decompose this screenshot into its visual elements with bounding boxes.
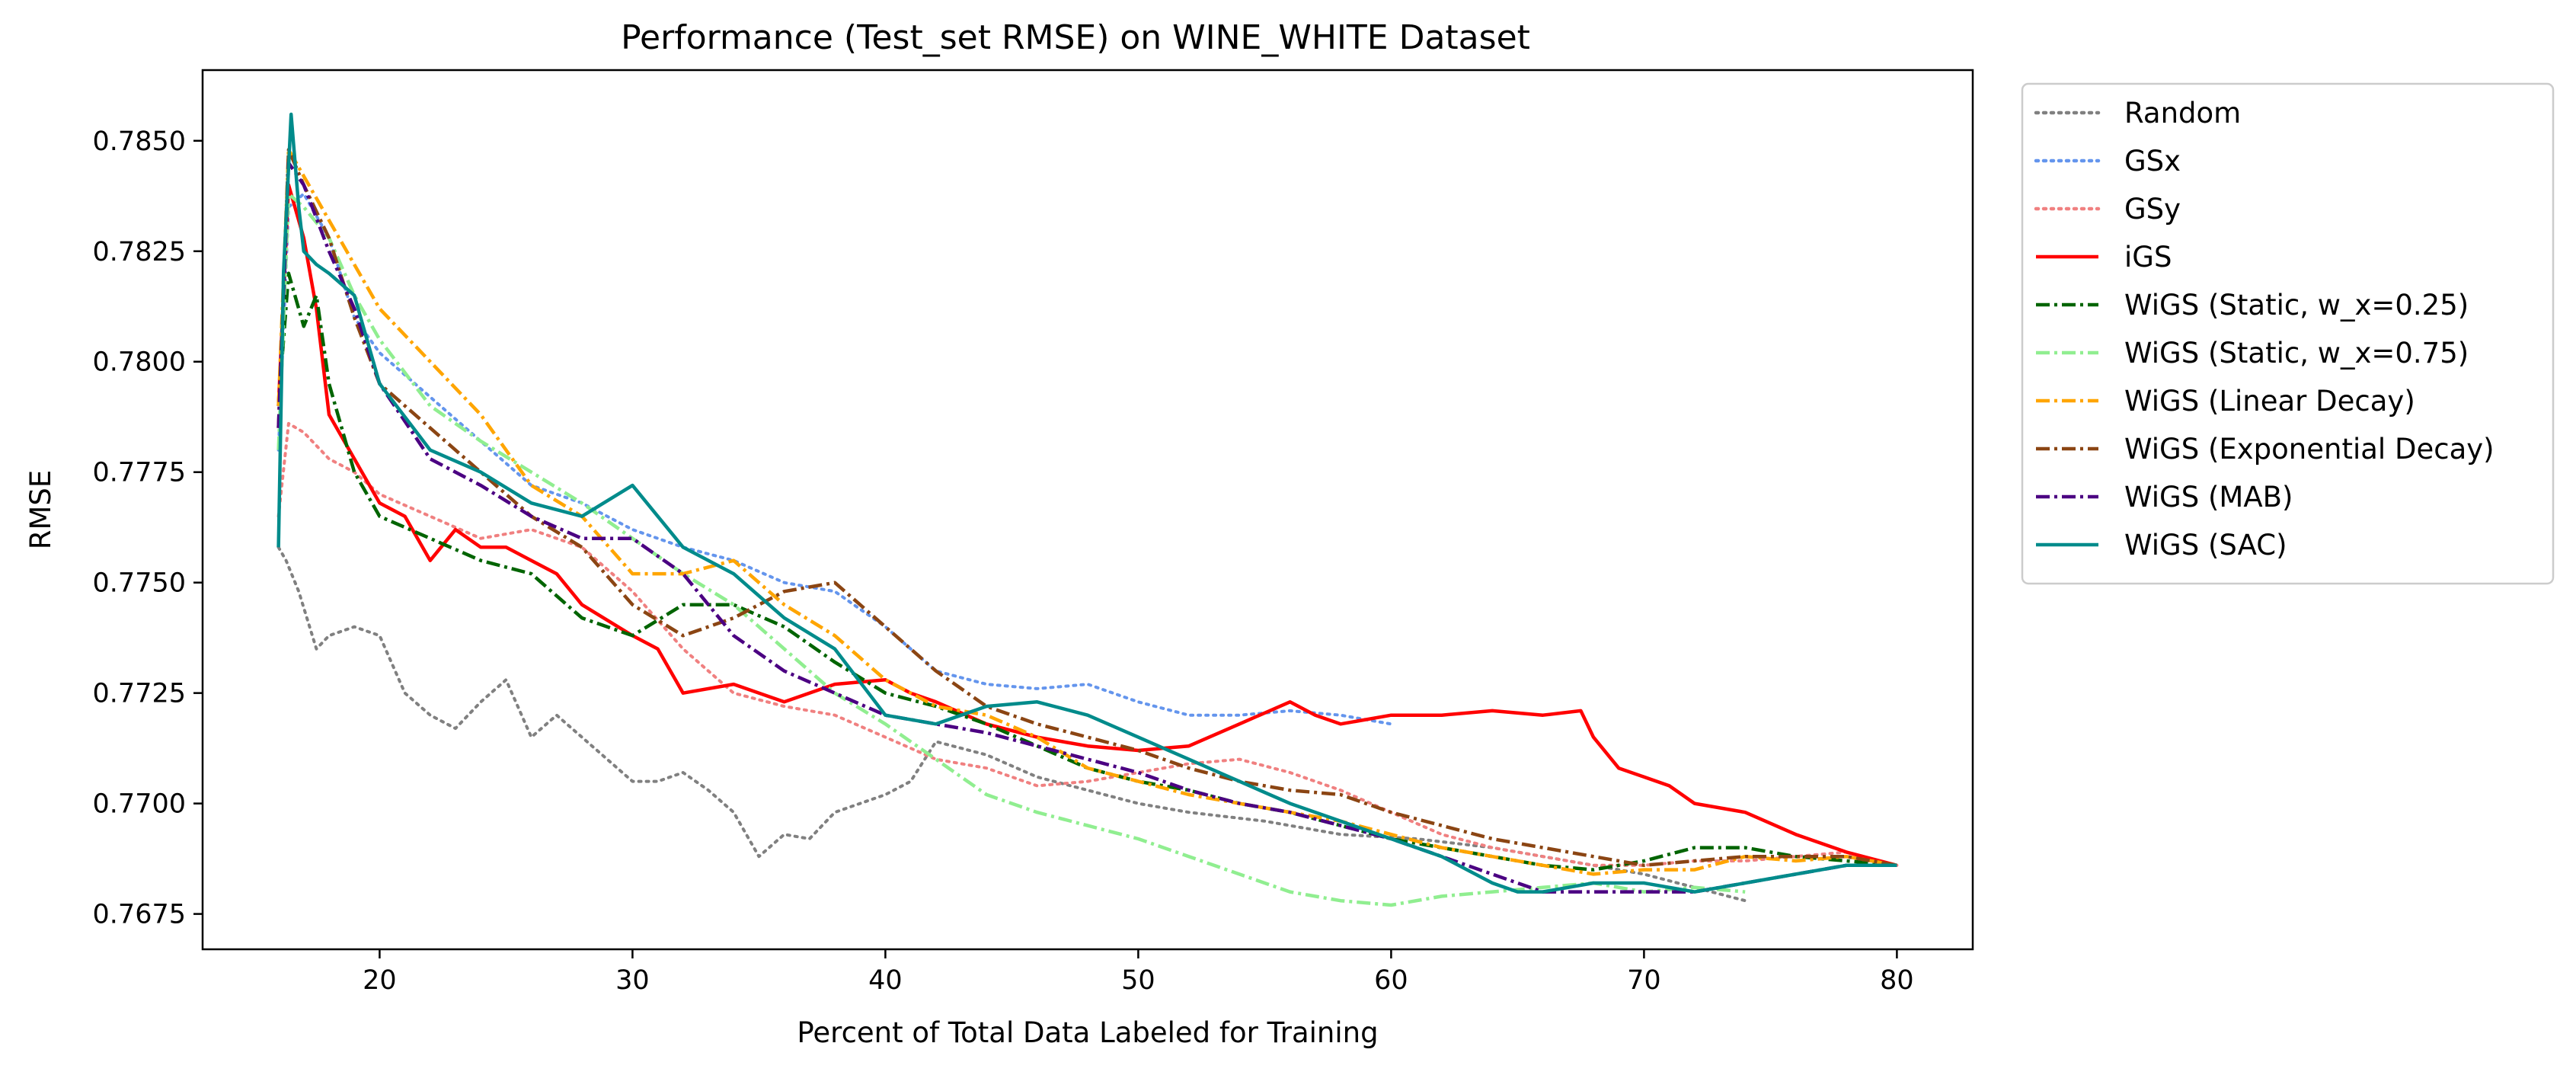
series-line-2 [276,421,1899,867]
y-tick-label: 0.7775 [93,458,186,488]
series-line-9 [276,112,1897,894]
x-tick-label: 20 [363,965,397,996]
legend-label-1: GSx [2124,145,2181,178]
legend-box [2021,82,2555,585]
y-axis-label: RMSE [24,470,57,550]
x-tick-label: 60 [1374,965,1408,996]
x-axis: 20 30 40 50 60 70 80 [363,949,1914,996]
legend-label-2: GSy [2124,193,2181,226]
series-line-5 [276,192,1746,907]
y-tick-label: 0.7725 [93,679,186,709]
series-line-0 [276,545,1747,903]
series-line-3 [276,183,1897,867]
x-tick-label: 70 [1627,965,1661,996]
plot-frame [201,69,1974,951]
series-line-7 [276,148,1897,868]
series-line-8 [276,161,1897,894]
legend-label-0: Random [2124,97,2241,130]
legend-label-3: iGS [2124,241,2172,274]
y-tick-label: 0.7750 [93,568,186,599]
legend-label-9: WiGS (SAC) [2124,529,2287,561]
legend-label-6: WiGS (Linear Decay) [2124,385,2415,418]
legend: Random GSx GSy iGS WiGS (Static, w_x=0.25) Wi… [2021,82,2555,585]
y-tick-label: 0.7800 [93,347,186,378]
y-axis: 0.7675 0.7700 0.7725 0.7750 0.7775 0.7800 0.78… [93,126,203,930]
legend-label-5: WiGS (Static, w_x=0.75) [2124,337,2469,370]
legend-label-7: WiGS (Exponential Decay) [2124,433,2495,466]
series-layer [276,112,1899,907]
x-axis-label: Percent of Total Data Labeled for Traini… [797,1016,1378,1049]
x-tick-label: 50 [1121,965,1155,996]
series-line-6 [276,148,1897,876]
x-tick-label: 80 [1880,965,1914,996]
series-line-4 [276,271,1897,872]
y-tick-label: 0.7850 [93,126,186,157]
chart-title: Performance (Test_set RMSE) on WINE_WHIT… [621,18,1530,57]
x-tick-label: 40 [868,965,903,996]
y-tick-label: 0.7700 [93,789,186,820]
y-tick-label: 0.7825 [93,237,186,267]
x-tick-label: 30 [615,965,650,996]
series-line-1 [276,192,1393,726]
y-tick-label: 0.7675 [93,900,186,930]
legend-label-4: WiGS (Static, w_x=0.25) [2124,289,2469,322]
legend-label-8: WiGS (MAB) [2124,481,2293,514]
